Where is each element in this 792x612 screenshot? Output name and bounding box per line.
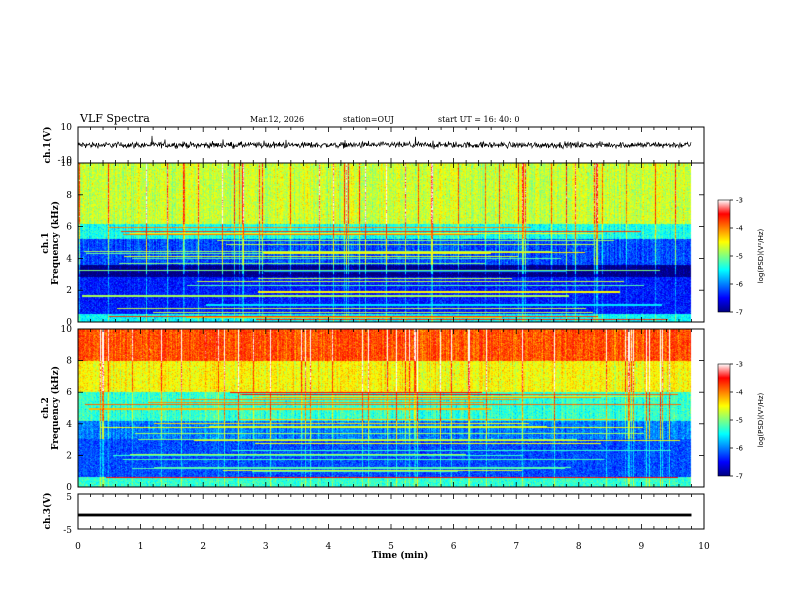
ch2-colorbar: -3 -4 -5 -6 -7 log(PSD)(V²/Hz) (717, 361, 765, 481)
date-label: Mar.12, 2026 (250, 115, 304, 124)
ch1-spec-ylabel-channel: ch.1 (41, 232, 51, 253)
ch2-spectrogram-panel: 0 2 4 6 8 10 ch.2 Frequency (kHz) (41, 325, 705, 493)
ch1-waveform-panel: 10 -10 ch.1(V) (42, 123, 705, 166)
ch1-spec-ytick-label: 4 (66, 254, 72, 264)
ch2-colorbar-tick-label: -7 (736, 473, 743, 481)
x-tick-label: 10 (698, 542, 710, 552)
ch2-spec-ytick-label: 4 (66, 420, 72, 430)
ch1-ytick-bottom: -10 (58, 156, 73, 166)
ch2-spec-ytick-label: 10 (61, 325, 73, 335)
ch3-waveform-trace (78, 513, 692, 517)
x-tick-label: 2 (200, 542, 206, 552)
start-time-label: start UT = 16: 40: 0 (438, 115, 519, 124)
ch3-waveform-frame (77, 493, 705, 530)
ch1-colorbar-tick-label: -6 (736, 281, 744, 289)
ch1-colorbar-tick-label: -7 (736, 309, 743, 317)
ch2-spectrogram-frame (77, 328, 705, 488)
ch1-colorbar: -3 -4 -5 -6 -7 log(PSD)(V²/Hz) (717, 197, 765, 317)
x-tick-label: 6 (451, 542, 457, 552)
ch1-colorbar-gradient (717, 199, 731, 313)
ch1-colorbar-tick-label: -4 (736, 225, 744, 233)
ch1-colorbar-label: log(PSD)(V²/Hz) (757, 228, 765, 283)
ch1-spec-ytick-label: 6 (66, 223, 72, 233)
ch1-spectrogram-panel: 0 2 4 6 8 10 ch.1 Frequency (kHz) (41, 159, 705, 328)
ch1-spec-ytick-label: 10 (61, 159, 73, 169)
ch2-spectrogram-image (78, 329, 704, 487)
ch2-colorbar-gradient (717, 363, 731, 477)
x-tick-label: 4 (326, 542, 332, 552)
ch2-colorbar-tick-label: -4 (736, 389, 744, 397)
x-tick-label: 5 (388, 542, 394, 552)
ch1-spec-ytick-label: 8 (66, 191, 72, 201)
station-label: station=OUJ (343, 115, 394, 124)
ch2-colorbar-label: log(PSD)(V²/Hz) (757, 392, 765, 447)
ch1-ytick-top: 10 (61, 123, 73, 133)
ch2-spec-ytick-label: 0 (66, 483, 72, 493)
ch2-colorbar-tick-label: -6 (736, 445, 744, 453)
x-tick-label: 0 (75, 542, 81, 552)
ch2-spec-ylabel-channel: ch.2 (41, 397, 51, 418)
x-tick-label: 8 (576, 542, 582, 552)
x-axis-label: Time (min) (372, 550, 429, 561)
x-tick-label: 9 (639, 542, 645, 552)
ch2-spec-ytick-label: 2 (66, 451, 72, 461)
ch1-waveform-trace (77, 135, 692, 150)
figure-title: VLF Spectra (79, 112, 150, 125)
ch1-wave-ylabel: ch.1(V) (42, 127, 53, 164)
ch1-spec-ylabel-frequency: Frequency (kHz) (50, 201, 61, 285)
ch3-wave-ylabel: ch.3(V) (42, 493, 53, 530)
ch1-spec-ytick-label: 2 (66, 286, 72, 296)
ch1-spectrogram-frame (77, 162, 705, 323)
ch1-spectrogram-image (78, 163, 704, 322)
ch2-colorbar-tick-label: -5 (736, 417, 743, 425)
ch2-spec-ylabel-frequency: Frequency (kHz) (50, 366, 61, 450)
x-tick-label: 7 (513, 542, 519, 552)
ch3-ytick-bottom: -5 (63, 526, 72, 536)
ch3-waveform-panel: 5 -5 ch.3(V) (42, 493, 705, 536)
x-tick-label: 3 (263, 542, 269, 552)
ch2-colorbar-tick-label: -3 (736, 361, 743, 369)
x-tick-label: 1 (138, 542, 144, 552)
ch1-colorbar-tick-label: -3 (736, 197, 743, 205)
ch2-spec-ytick-label: 6 (66, 388, 72, 398)
x-axis-tick-labels: 0 1 2 3 4 5 6 7 8 9 10 (75, 542, 710, 552)
ch3-ytick-top: 5 (66, 493, 72, 503)
ch2-spec-ytick-label: 8 (66, 357, 72, 367)
ch1-colorbar-tick-label: -5 (736, 253, 743, 261)
ch1-spec-ytick-label: 0 (66, 318, 72, 328)
